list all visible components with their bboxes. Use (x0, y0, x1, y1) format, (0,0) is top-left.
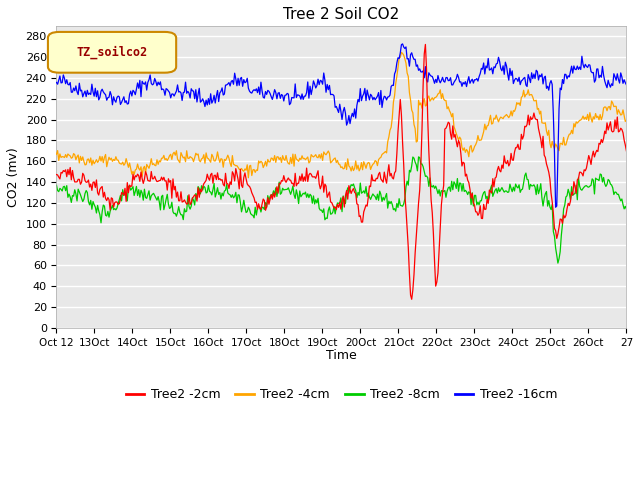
Title: Tree 2 Soil CO2: Tree 2 Soil CO2 (284, 7, 399, 22)
FancyBboxPatch shape (48, 32, 176, 72)
Y-axis label: CO2 (mv): CO2 (mv) (7, 147, 20, 207)
X-axis label: Time: Time (326, 349, 357, 362)
Text: TZ_soilco2: TZ_soilco2 (76, 46, 147, 59)
Legend: Tree2 -2cm, Tree2 -4cm, Tree2 -8cm, Tree2 -16cm: Tree2 -2cm, Tree2 -4cm, Tree2 -8cm, Tree… (121, 383, 562, 406)
